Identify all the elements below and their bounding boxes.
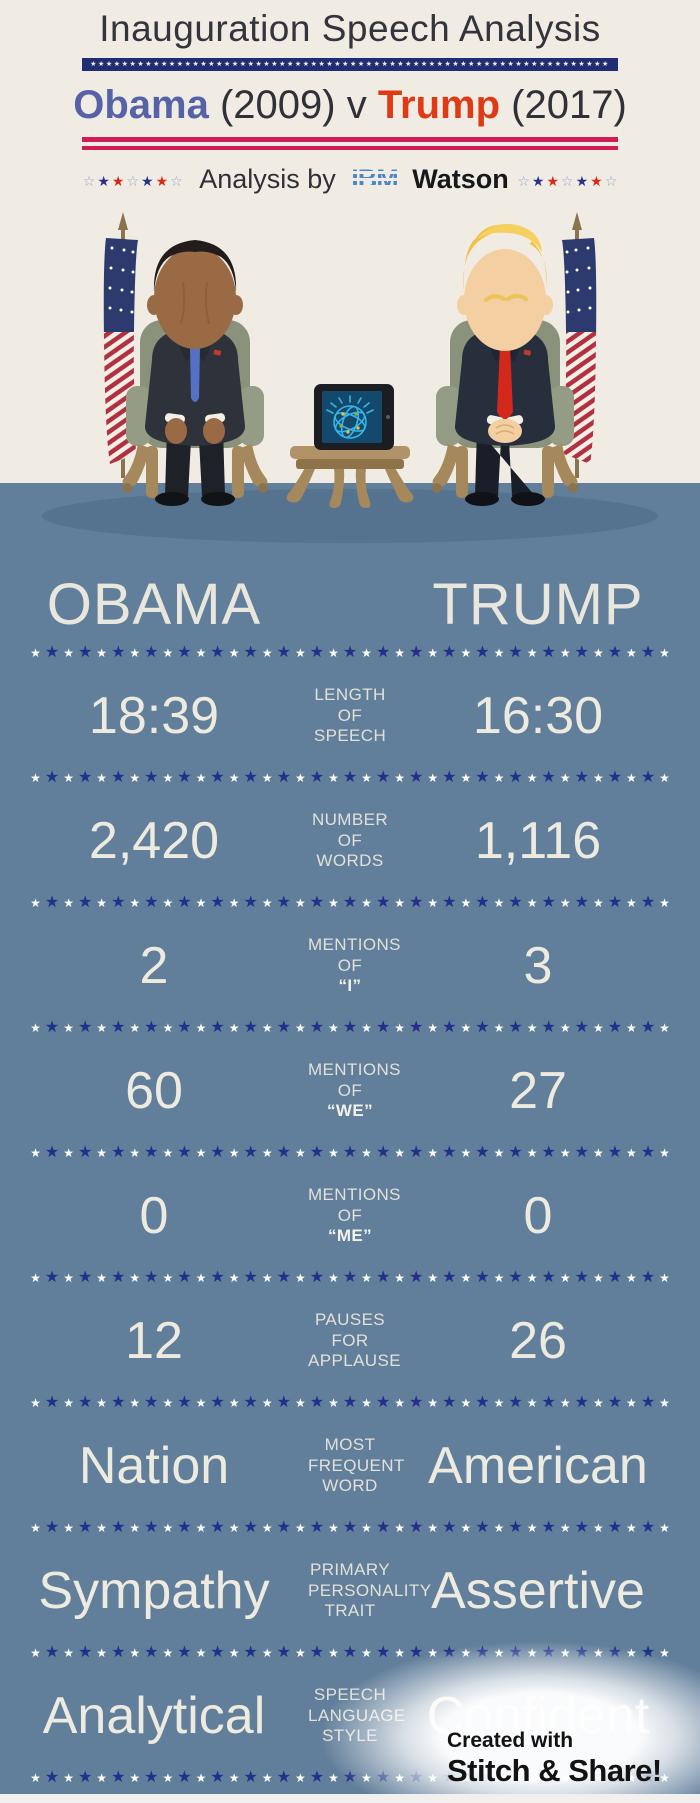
versus-label: v <box>346 83 367 127</box>
stat-row-number-of-words: 2,420 NUMBER OF WORDS 1,116 <box>0 794 700 888</box>
ibm-logo-icon: IBM <box>350 164 399 195</box>
stat-label: PAUSES FOR APPLAUSE <box>308 1309 401 1371</box>
credit-badge: Created with Stitch & Share! <box>447 1729 662 1789</box>
trump-value: 26 <box>509 1312 567 1370</box>
header-section: Inauguration Speech Analysis ★★★★★★★★★★★… <box>0 0 700 483</box>
credit-line1: Created with <box>447 1729 574 1752</box>
stat-label: MENTIONS OF “I” <box>308 934 401 996</box>
page-title: Inauguration Speech Analysis <box>99 8 601 49</box>
stat-row-most-frequent-word: Nation MOST FREQUENT WORD American <box>0 1419 700 1513</box>
mini-stars-right-icon: ☆ ★ ★ ☆ ★ ★ ☆ <box>517 173 618 190</box>
watson-wordmark: Watson <box>412 164 509 195</box>
obama-value: Sympathy <box>38 1562 270 1620</box>
obama-value: 2,420 <box>88 812 220 870</box>
star-divider: ★★★★★★★★★★★★★★★★★★★★★★★★★★★★★★★★★★★★★★★ <box>30 769 670 786</box>
trump-value: 1,116 <box>474 812 602 870</box>
star-divider: ★★★★★★★★★★★★★★★★★★★★★★★★★★★★★★★★★★★★★★★ <box>30 644 670 661</box>
stat-label: NUMBER OF WORDS <box>311 809 389 871</box>
star-divider: ★★★★★★★★★★★★★★★★★★★★★★★★★★★★★★★★★★★★★★★ <box>30 1519 670 1536</box>
star-divider: ★★★★★★★★★★★★★★★★★★★★★★★★★★★★★★★★★★★★★★★ <box>30 894 670 911</box>
names-row: OBAMA TRUMP <box>0 483 700 638</box>
star-divider: ★★★★★★★★★★★★★★★★★★★★★★★★★★★★★★★★★★★★★★★ <box>30 1144 670 1161</box>
obama-value: Nation <box>78 1437 230 1495</box>
stat-row-mentions-of-me: 0 MENTIONS OF “ME” 0 <box>0 1169 700 1263</box>
obama-value: Analytical <box>42 1687 266 1745</box>
obama-value: 0 <box>139 1187 169 1245</box>
star-divider: ★★★★★★★★★★★★★★★★★★★★★★★★★★★★★★★★★★★★★★★ <box>30 1394 670 1411</box>
credit-highlight-blob <box>320 1641 700 1803</box>
stat-label: MOST FREQUENT WORD <box>308 1434 405 1496</box>
trump-column-header: TRUMP <box>432 572 644 637</box>
trump-value: 16:30 <box>472 687 604 745</box>
obama-value: 2 <box>139 937 169 995</box>
byline: ☆ ★ ★ ☆ ★ ★ ☆ Analysis by IBM Watson ☆ ★ ★ ☆ ★ ★ ☆ <box>0 163 700 195</box>
stat-label: MENTIONS OF “WE” <box>308 1059 401 1121</box>
bottom-edge-strip <box>0 1794 700 1803</box>
trump-value: 27 <box>509 1062 567 1120</box>
matchup-line: Obama (2009) v Trump (2017) <box>0 83 700 128</box>
stat-row-length-of-speech: 18:39 LENGTH OF SPEECH 16:30 <box>0 669 700 763</box>
trump-year: (2017) <box>511 83 627 127</box>
obama-value: 12 <box>125 1312 183 1370</box>
stat-label: PRIMARY PERSONALITY TRAIT <box>308 1559 432 1621</box>
star-banner-bar: ★★★★★★★★★★★★★★★★★★★★★★★★★★★★★★★★★★★★★★★★… <box>82 58 618 71</box>
obama-year: (2009) <box>219 83 336 127</box>
comparison-board: OBAMA TRUMP ★ ★ ★ ★ ★ ★ ★ ★ ★ ★ ★ ★ ★ ★ ★ ★ ★ ★ ★ ★ ★ ★ ★ ★ ★ ★ ★ ★… <box>0 483 700 1803</box>
obama-column-header: OBAMA <box>46 572 262 637</box>
trump-value: 3 <box>523 937 553 995</box>
star-divider: ★★★★★★★★★★★★★★★★★★★★★★★★★★★★★★★★★★★★★★★ <box>30 1269 670 1286</box>
trump-name: Trump <box>377 83 501 127</box>
stat-row-mentions-of-i: 2 MENTIONS OF “I” 3 <box>0 919 700 1013</box>
byline-text: Analysis by <box>199 164 336 195</box>
stat-row-primary-personality-trait: Sympathy PRIMARY PERSONALITY TRAIT Asser… <box>0 1544 700 1638</box>
stat-row-pauses-for-applause: 12 PAUSES FOR APPLAUSE 26 <box>0 1294 700 1388</box>
trump-value: 0 <box>523 1187 553 1245</box>
credit-line2: Stitch & Share! <box>447 1753 662 1788</box>
obama-value: 18:39 <box>88 687 220 745</box>
mini-stars-left-icon: ☆ ★ ★ ☆ ★ ★ ☆ <box>82 173 183 190</box>
obama-name: Obama <box>73 83 209 127</box>
stat-label: LENGTH OF SPEECH <box>313 684 387 746</box>
stat-row-mentions-of-we: 60 MENTIONS OF “WE” 27 <box>0 1044 700 1138</box>
trump-value: American <box>428 1437 648 1495</box>
obama-value: 60 <box>125 1062 183 1120</box>
stat-label: MENTIONS OF “ME” <box>308 1184 401 1246</box>
star-divider: ★★★★★★★★★★★★★★★★★★★★★★★★★★★★★★★★★★★★★★★ <box>30 1019 670 1036</box>
double-red-rule <box>82 137 618 150</box>
trump-value: Assertive <box>431 1562 645 1620</box>
